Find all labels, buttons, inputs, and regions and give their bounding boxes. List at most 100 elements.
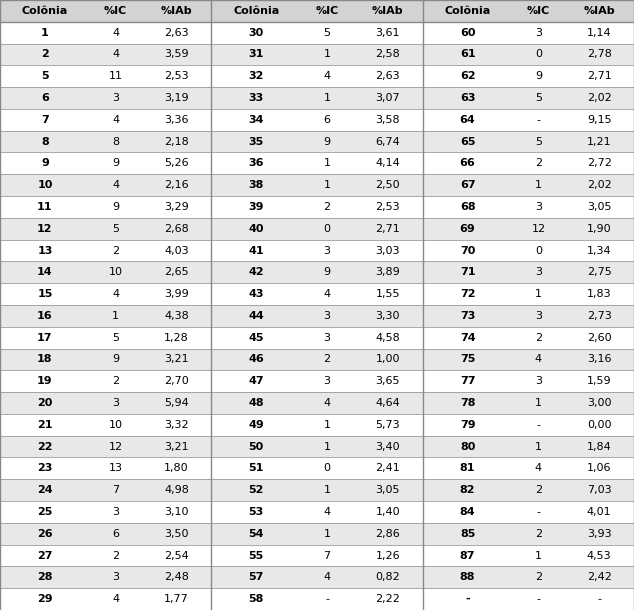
Bar [564, 240, 634, 262]
Bar [90, 131, 141, 152]
Text: 1: 1 [323, 93, 330, 103]
Text: 1: 1 [535, 398, 542, 408]
Bar [141, 327, 211, 348]
Text: 12: 12 [531, 224, 545, 234]
Text: 1,59: 1,59 [587, 376, 611, 386]
Text: 9: 9 [323, 137, 330, 146]
Text: 1,26: 1,26 [375, 551, 400, 561]
Text: 46: 46 [249, 354, 264, 364]
Text: 81: 81 [460, 464, 476, 473]
Bar [423, 523, 512, 545]
Text: 2,70: 2,70 [164, 376, 189, 386]
Bar [141, 414, 211, 436]
Text: 3,93: 3,93 [587, 529, 611, 539]
Bar [0, 131, 90, 152]
Text: 32: 32 [249, 71, 264, 81]
Text: 2: 2 [112, 246, 119, 256]
Bar [423, 22, 512, 43]
Text: 61: 61 [460, 49, 476, 59]
Bar [353, 65, 423, 87]
Bar [423, 87, 512, 109]
Bar [564, 458, 634, 479]
Bar [0, 348, 90, 370]
Text: 1,84: 1,84 [586, 442, 612, 451]
Text: 2,42: 2,42 [586, 572, 612, 583]
Text: 1: 1 [323, 180, 330, 190]
Bar [141, 370, 211, 392]
Bar [512, 0, 564, 22]
Bar [423, 218, 512, 240]
Text: 2,53: 2,53 [375, 202, 400, 212]
Text: 1,14: 1,14 [587, 27, 611, 38]
Bar [90, 348, 141, 370]
Bar [512, 262, 564, 283]
Bar [512, 152, 564, 174]
Bar [353, 218, 423, 240]
Text: 3,32: 3,32 [164, 420, 189, 430]
Bar [301, 152, 353, 174]
Text: 2: 2 [535, 529, 542, 539]
Text: 4: 4 [112, 594, 119, 604]
Bar [512, 545, 564, 567]
Bar [141, 479, 211, 501]
Text: 7: 7 [41, 115, 49, 125]
Bar [301, 392, 353, 414]
Bar [353, 458, 423, 479]
Text: 5,73: 5,73 [375, 420, 400, 430]
Text: 71: 71 [460, 267, 476, 278]
Text: 2,65: 2,65 [164, 267, 189, 278]
Bar [512, 196, 564, 218]
Text: 2,72: 2,72 [586, 159, 612, 168]
Bar [141, 588, 211, 610]
Text: 65: 65 [460, 137, 476, 146]
Bar [301, 87, 353, 109]
Text: 3,61: 3,61 [375, 27, 400, 38]
Bar [301, 523, 353, 545]
Bar [90, 65, 141, 87]
Bar [564, 436, 634, 458]
Bar [301, 0, 353, 22]
Bar [211, 65, 301, 87]
Text: 2,16: 2,16 [164, 180, 189, 190]
Text: 10: 10 [108, 420, 123, 430]
Text: 78: 78 [460, 398, 476, 408]
Bar [141, 392, 211, 414]
Bar [0, 479, 90, 501]
Text: 1,28: 1,28 [164, 332, 189, 343]
Text: 6: 6 [323, 115, 330, 125]
Text: 2: 2 [535, 159, 542, 168]
Text: 3: 3 [112, 572, 119, 583]
Text: 82: 82 [460, 485, 476, 495]
Text: 1: 1 [535, 180, 542, 190]
Text: 9: 9 [535, 71, 542, 81]
Bar [512, 370, 564, 392]
Text: 2,78: 2,78 [586, 49, 612, 59]
Bar [423, 152, 512, 174]
Bar [211, 523, 301, 545]
Bar [512, 392, 564, 414]
Bar [353, 240, 423, 262]
Bar [211, 196, 301, 218]
Bar [211, 436, 301, 458]
Bar [301, 305, 353, 327]
Bar [141, 174, 211, 196]
Bar [211, 545, 301, 567]
Bar [301, 348, 353, 370]
Bar [0, 305, 90, 327]
Text: 28: 28 [37, 572, 53, 583]
Bar [90, 523, 141, 545]
Text: 2: 2 [323, 354, 330, 364]
Bar [141, 65, 211, 87]
Text: 47: 47 [249, 376, 264, 386]
Bar [423, 43, 512, 65]
Text: 1,40: 1,40 [375, 507, 400, 517]
Text: -: - [465, 594, 470, 604]
Text: 5: 5 [535, 137, 542, 146]
Text: 13: 13 [37, 246, 53, 256]
Bar [353, 283, 423, 305]
Text: 4,03: 4,03 [164, 246, 189, 256]
Text: 2,68: 2,68 [164, 224, 189, 234]
Bar [0, 109, 90, 131]
Bar [141, 218, 211, 240]
Bar [90, 588, 141, 610]
